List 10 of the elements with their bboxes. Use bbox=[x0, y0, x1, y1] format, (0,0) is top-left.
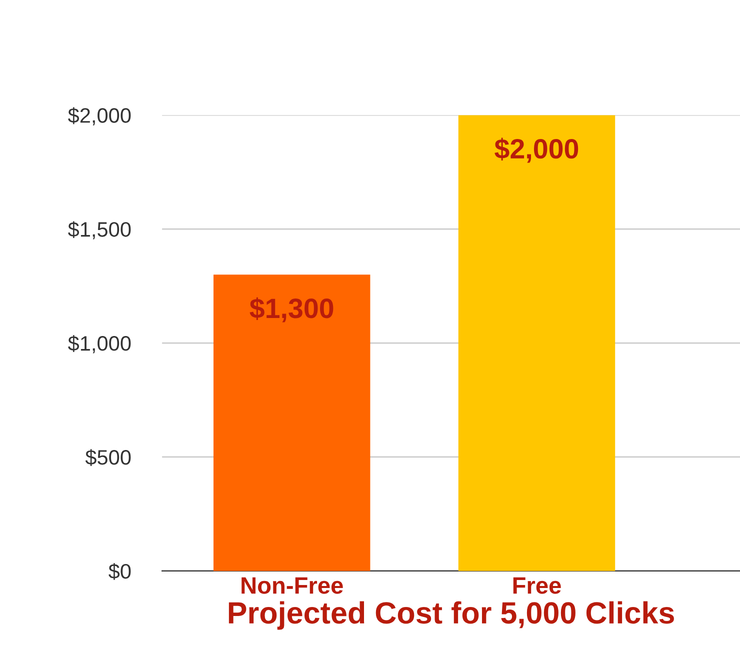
data-label: $1,300 bbox=[250, 297, 334, 322]
y-tick-label: $1,000 bbox=[68, 335, 131, 354]
x-tick-label: Non-Free bbox=[242, 577, 343, 594]
x-tick-label: Free bbox=[513, 577, 561, 594]
y-tick-label: $500 bbox=[85, 449, 131, 466]
y-tick-label: $1,500 bbox=[68, 221, 131, 240]
x-axis-title: Projected Cost for 5,000 Clicks bbox=[228, 601, 674, 630]
data-label: $2,000 bbox=[494, 138, 578, 163]
y-tick-label: $0 bbox=[108, 563, 131, 580]
y-tick-label: $2,000 bbox=[68, 107, 131, 126]
